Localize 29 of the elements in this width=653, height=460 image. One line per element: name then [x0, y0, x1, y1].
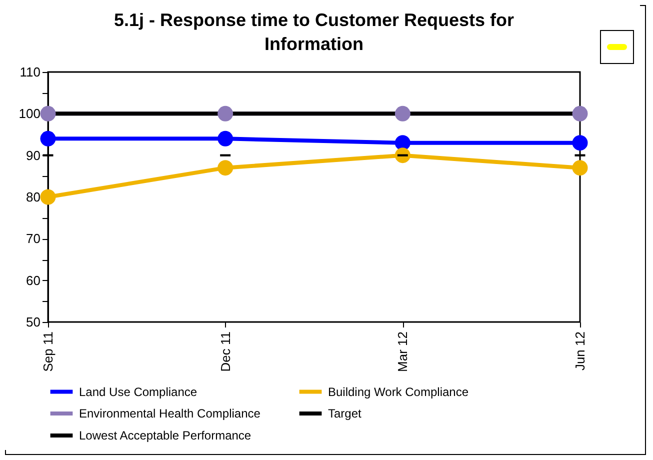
legend-label: Target [328, 406, 362, 420]
x-tick-label: Mar 12 [395, 332, 410, 372]
point [40, 130, 56, 146]
legend-label: Environmental Health Compliance [79, 406, 261, 420]
text: Information [264, 34, 364, 54]
x-tick-label: Jun 12 [572, 332, 588, 371]
point [572, 106, 588, 122]
legend-label: Lowest Acceptable Performance [79, 428, 252, 442]
legend-label: Building Work Compliance [328, 384, 469, 399]
point [40, 106, 56, 122]
point [218, 160, 234, 176]
legend-label: Land Use Compliance [79, 384, 198, 399]
point [40, 189, 56, 205]
point [218, 106, 234, 122]
y-tick-label: 110 [20, 64, 40, 80]
point [572, 160, 588, 176]
x-tick-label: Sep 11 [40, 332, 56, 372]
point [572, 135, 588, 151]
y-tick-label: 60 [26, 272, 40, 288]
point [394, 106, 410, 122]
x-tick-label: Dec 11 [218, 332, 233, 372]
y-tick-label: 70 [26, 231, 40, 246]
y-tick-label: 100 [18, 106, 40, 122]
point [218, 130, 234, 146]
y-tick-label: 90 [26, 148, 40, 163]
text: 5.1j - Response time to Customer Requests for [114, 10, 514, 30]
y-tick-label: 80 [26, 190, 40, 204]
y-tick-label: 50 [26, 314, 40, 330]
point [394, 135, 410, 151]
